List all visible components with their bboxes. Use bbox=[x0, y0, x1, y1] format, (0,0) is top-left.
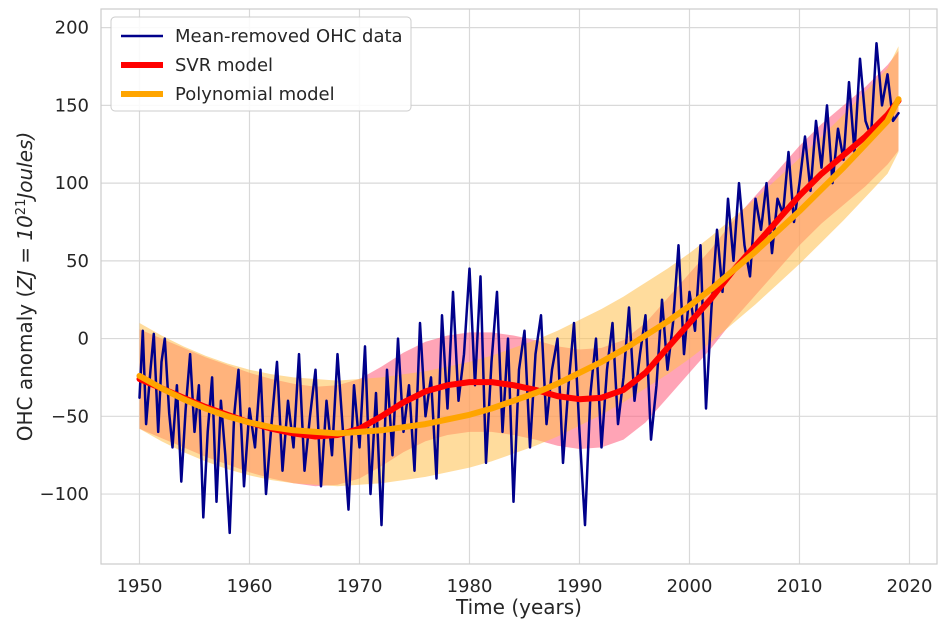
x-tick-label-1990: 1990 bbox=[557, 576, 603, 597]
legend-label-ohc-data: Mean-removed OHC data bbox=[175, 26, 403, 47]
y-tick-label-50: 50 bbox=[66, 251, 89, 272]
legend: Mean-removed OHC data SVR model Polynomi… bbox=[110, 16, 412, 112]
y-axis-label-math: ZJ = 10 bbox=[13, 215, 37, 291]
x-tick-label-2000: 2000 bbox=[667, 576, 713, 597]
series-polynomial-model bbox=[136, 96, 902, 437]
y-tick-label-neg100: −100 bbox=[40, 484, 89, 505]
x-tick-label-1960: 1960 bbox=[227, 576, 273, 597]
y-axis-label-exponent: 21 bbox=[14, 199, 29, 216]
x-tick-label-2010: 2010 bbox=[777, 576, 823, 597]
y-axis-label: OHC anomaly (ZJ = 1021Joules) bbox=[13, 132, 37, 442]
y-axis-label-text: OHC anomaly ( bbox=[13, 290, 37, 442]
x-axis-label: Time (years) bbox=[455, 595, 582, 619]
x-tick-label-1950: 1950 bbox=[117, 576, 163, 597]
series-mean-removed-ohc-data bbox=[138, 41, 900, 535]
x-tick-label-1970: 1970 bbox=[337, 576, 383, 597]
legend-label-svr-model: SVR model bbox=[175, 55, 273, 76]
x-tick-label-1980: 1980 bbox=[447, 576, 493, 597]
y-tick-label-150: 150 bbox=[55, 95, 89, 116]
series-lines bbox=[136, 41, 902, 535]
y-tick-label-100: 100 bbox=[55, 173, 89, 194]
x-tick-label-2020: 2020 bbox=[887, 576, 933, 597]
y-tick-label-200: 200 bbox=[55, 18, 89, 39]
y-axis-label-unit: Joules) bbox=[13, 132, 37, 203]
y-tick-labels: −100 −50 0 50 100 150 200 bbox=[40, 18, 89, 505]
legend-label-polynomial-model: Polynomial model bbox=[175, 84, 335, 105]
y-tick-label-neg50: −50 bbox=[51, 406, 89, 427]
y-tick-label-0: 0 bbox=[78, 329, 89, 350]
legend-box bbox=[110, 16, 412, 112]
x-tick-labels: 1950 1960 1970 1980 1990 2000 2010 2020 bbox=[117, 576, 933, 597]
plot-frame bbox=[100, 8, 938, 565]
